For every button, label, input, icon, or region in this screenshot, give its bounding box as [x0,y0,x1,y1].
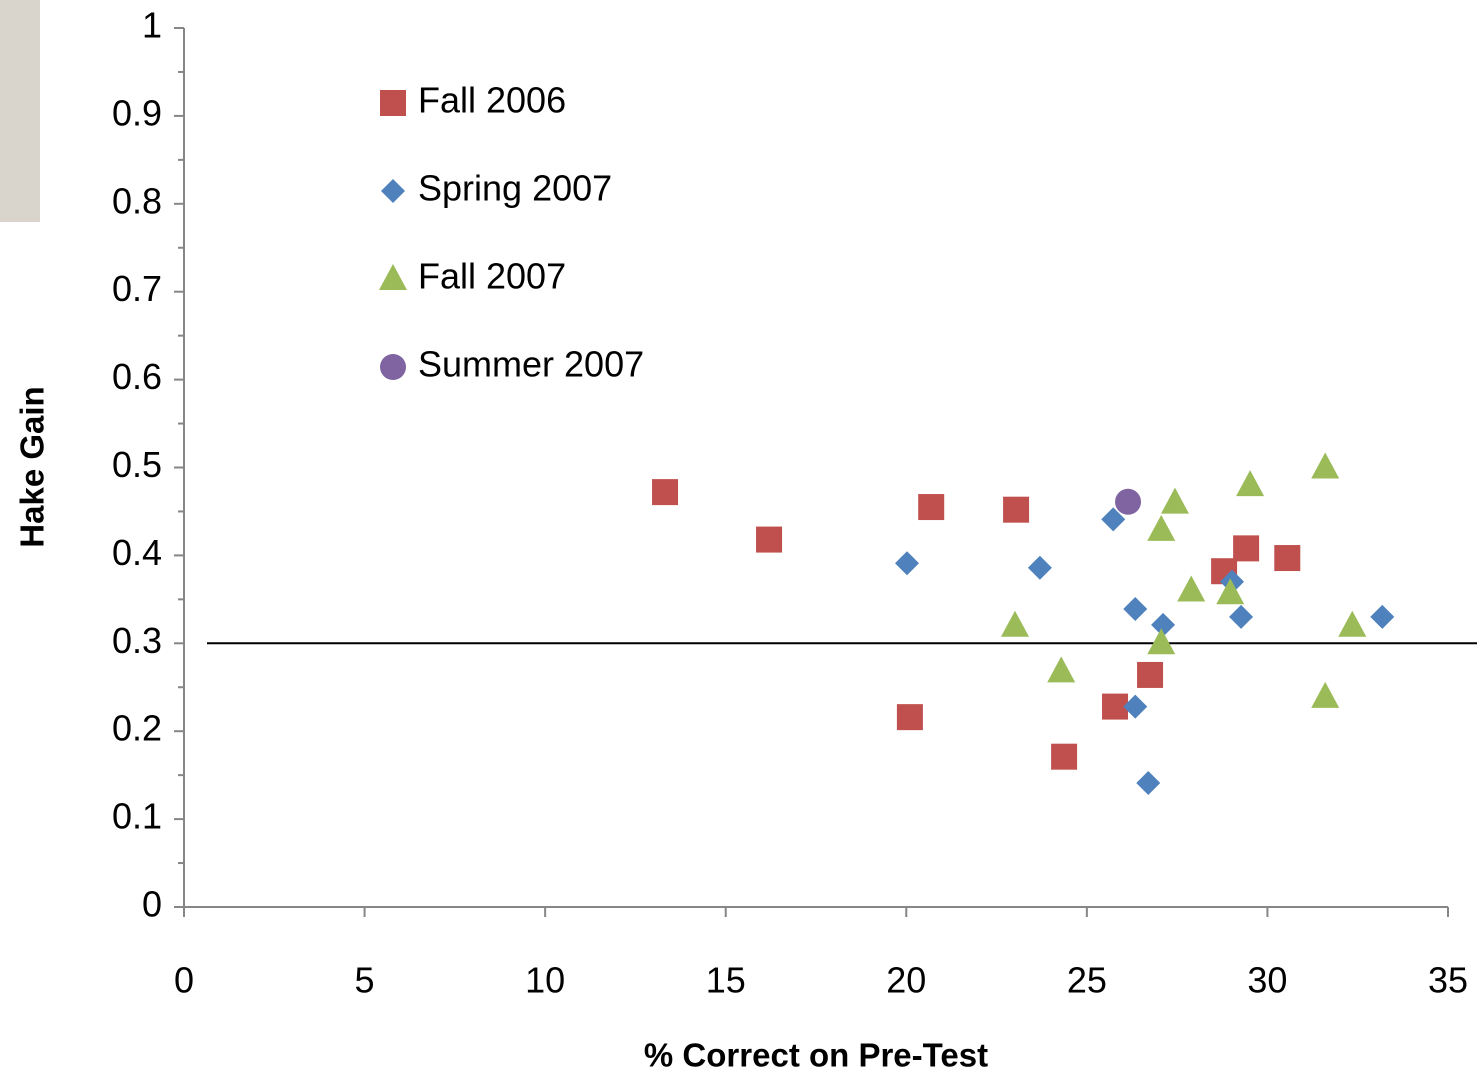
y-tick-label: 0.4 [112,532,162,573]
marker [756,527,782,553]
y-tick-label: 0.2 [112,708,162,749]
marker [1147,515,1175,541]
chart: % Correct on Pre-Test Hake Gain 0 0.1 0.2 0… [0,0,1477,1081]
legend-label: Summer 2007 [418,344,644,385]
y-tick-label: 0.9 [112,92,162,133]
marker [380,90,406,116]
x-tick-label: 15 [706,960,746,1001]
legend-label: Fall 2007 [418,256,566,297]
y-tick-label: 1 [142,5,162,46]
marker [1177,576,1205,602]
y-axis-title: Hake Gain [14,386,51,547]
marker [1311,453,1339,479]
x-tick-label: 20 [886,960,926,1001]
x-tick-label: 10 [525,960,565,1001]
x-axis-title: % Correct on Pre-Test [644,1037,988,1074]
legend-label: Spring 2007 [418,168,612,209]
marker [918,494,944,520]
marker [897,704,923,730]
marker [379,264,407,290]
x-tick-label: 35 [1428,960,1468,1001]
y-tick-label: 0.3 [112,620,162,661]
x-tick-label: 25 [1067,960,1107,1001]
marker [1123,597,1147,621]
y-tick-label: 0.5 [112,444,162,485]
y-tick-label: 0.8 [112,180,162,221]
marker [1274,545,1300,571]
marker [1136,771,1160,795]
x-tick-label: 30 [1247,960,1287,1001]
marker [381,179,405,203]
marker [1161,488,1189,514]
page: % Correct on Pre-Test Hake Gain 0 0.1 0.2 0… [0,0,1477,1081]
y-tick-label: 0.6 [112,356,162,397]
x-tick-label: 5 [355,960,375,1001]
marker [652,479,678,505]
marker [1147,628,1175,654]
marker [1370,605,1394,629]
marker [1233,535,1259,561]
marker [1229,605,1253,629]
marker [1051,744,1077,770]
marker [1311,682,1339,708]
marker [1003,497,1029,523]
y-tick-label: 0.1 [112,796,162,837]
marker [1137,662,1163,688]
y-tick-label: 0.7 [112,268,162,309]
photo-fragment [0,0,40,222]
marker [1236,470,1264,496]
marker [1047,656,1075,682]
marker [1001,611,1029,637]
y-tick-label: 0 [142,884,162,925]
marker [1115,489,1141,515]
marker [895,551,919,575]
marker [1028,556,1052,580]
x-tick-label: 0 [174,960,194,1001]
marker [380,354,406,380]
legend-label: Fall 2006 [418,80,566,121]
marker [1338,611,1366,637]
